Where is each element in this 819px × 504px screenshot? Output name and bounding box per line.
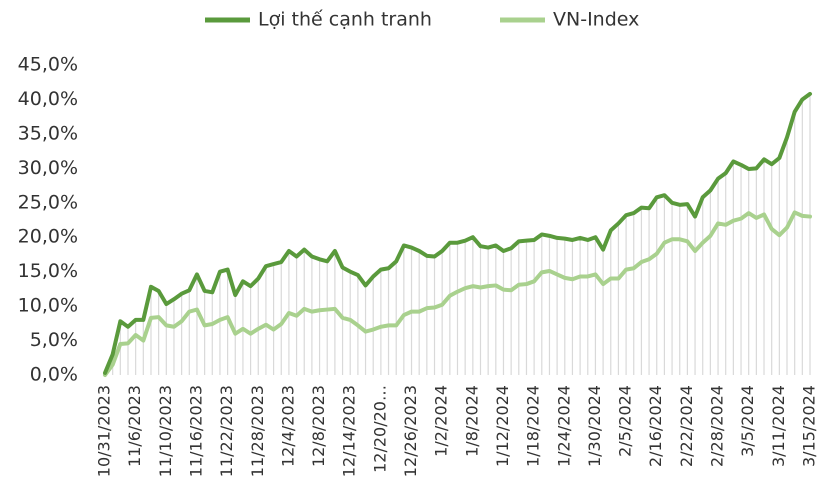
x-tick-label: 11/16/2023 (186, 385, 205, 477)
x-tick-label: 11/22/2023 (217, 385, 236, 477)
x-tick-label: 1/2/2024 (432, 385, 451, 457)
x-tick-label: 2/16/2024 (646, 385, 665, 467)
legend-label: Lợi thế cạnh tranh (258, 9, 432, 31)
x-tick-label: 11/10/2023 (156, 385, 175, 477)
legend-label: VN-Index (553, 9, 639, 31)
x-tick-label: 12/20/20… (370, 385, 389, 473)
y-tick-label: 0,0% (30, 364, 78, 386)
x-tick-label: 1/18/2024 (524, 385, 543, 467)
y-tick-label: 35,0% (18, 122, 78, 144)
x-tick-label: 12/4/2023 (278, 385, 297, 467)
x-tick-label: 1/30/2024 (585, 385, 604, 467)
y-tick-label: 25,0% (18, 191, 78, 213)
x-tick-label: 12/26/2023 (401, 385, 420, 477)
series-line (103, 210, 812, 377)
x-tick-label: 2/5/2024 (616, 385, 635, 457)
y-tick-label: 5,0% (30, 329, 78, 351)
y-tick-label: 40,0% (18, 88, 78, 110)
x-tick-label: 3/11/2024 (769, 385, 788, 467)
x-tick-label: 12/14/2023 (340, 385, 359, 477)
x-tick-label: 3/5/2024 (738, 385, 757, 457)
y-tick-label: 10,0% (18, 295, 78, 317)
x-tick-label: 1/12/2024 (493, 385, 512, 467)
y-tick-label: 20,0% (18, 226, 78, 248)
x-tick-label: 3/15/2024 (800, 385, 819, 467)
x-tick-label: 10/31/2023 (95, 385, 114, 477)
x-tick-label: 2/22/2024 (677, 385, 696, 467)
x-tick-label: 12/8/2023 (309, 385, 328, 467)
x-tick-label: 1/8/2024 (462, 385, 481, 457)
x-tick-label: 2/28/2024 (708, 385, 727, 467)
y-tick-label: 45,0% (18, 54, 78, 76)
x-tick-label: 1/24/2024 (554, 385, 573, 467)
y-tick-label: 15,0% (18, 260, 78, 282)
series-line (103, 91, 812, 375)
y-tick-label: 30,0% (18, 157, 78, 179)
x-tick-label: 11/28/2023 (248, 385, 267, 477)
x-tick-label: 11/6/2023 (125, 385, 144, 467)
